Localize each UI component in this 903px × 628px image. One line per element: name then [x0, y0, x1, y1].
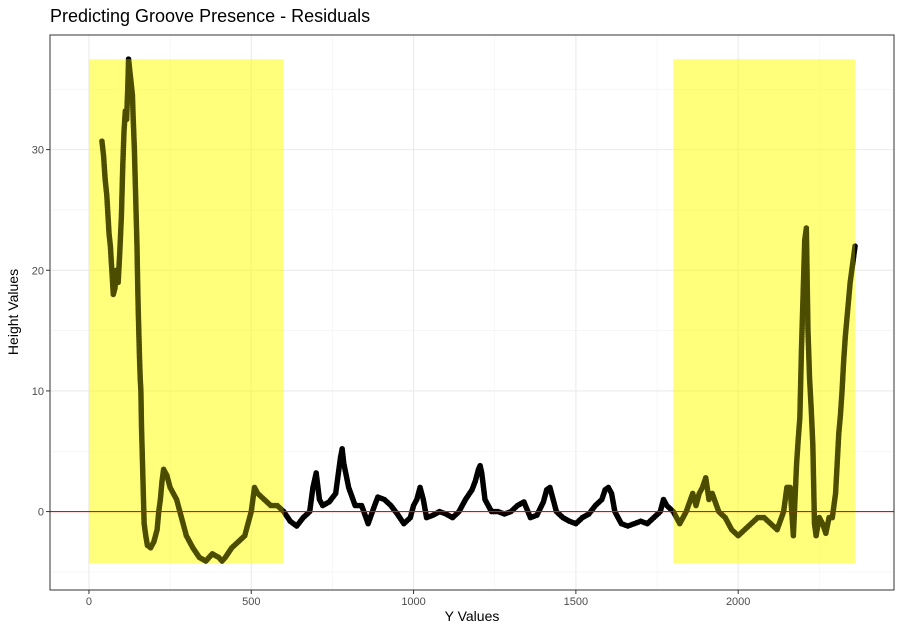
- x-tick-label: 1000: [401, 596, 425, 608]
- y-tick-label: 20: [32, 265, 44, 277]
- x-axis-label: Y Values: [445, 608, 500, 624]
- residual-points: [88, 56, 858, 564]
- x-tick-label: 500: [242, 596, 260, 608]
- chart-title: Predicting Groove Presence - Residuals: [50, 6, 370, 26]
- plot-panel: [50, 35, 894, 590]
- y-tick-label: 0: [38, 507, 44, 519]
- plot-border: [49, 34, 895, 591]
- data-point: [852, 243, 858, 249]
- highlight-regions: [88, 59, 856, 564]
- y-tick-label: 10: [32, 386, 44, 398]
- x-tick-label: 0: [86, 596, 92, 608]
- y-tick-label: 30: [32, 145, 44, 157]
- x-tick-label: 2000: [726, 596, 750, 608]
- highlight-region-overlay: [88, 59, 284, 564]
- y-axis-label: Height Values: [5, 269, 21, 355]
- y-axis-ticks: 0 10 20 30: [32, 145, 50, 519]
- highlight-region-overlay: [673, 59, 856, 564]
- x-axis-ticks: 0 500 1000 1500 2000: [86, 590, 750, 608]
- x-tick-label: 1500: [564, 596, 588, 608]
